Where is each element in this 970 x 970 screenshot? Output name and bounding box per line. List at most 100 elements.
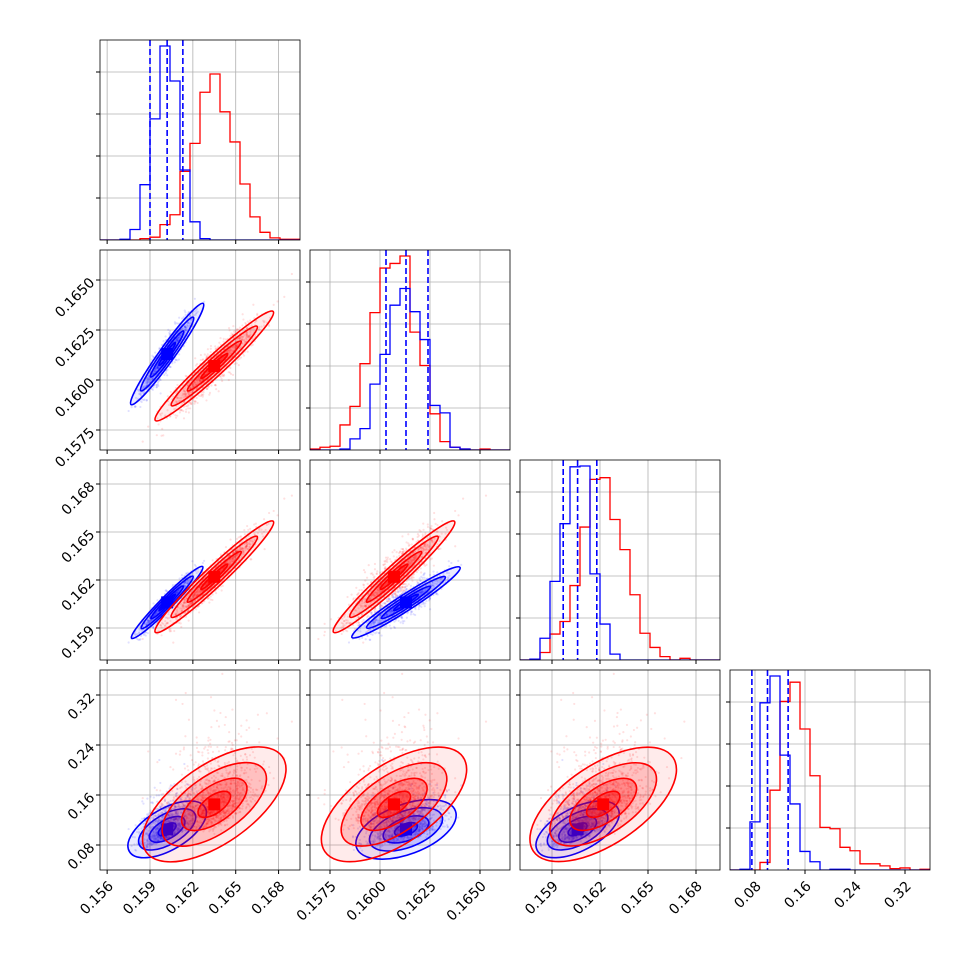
scatter-point: [137, 638, 140, 641]
scatter-point: [174, 358, 178, 361]
scatter-point: [246, 542, 249, 545]
scatter-point: [247, 543, 250, 546]
scatter-point: [206, 387, 209, 391]
scatter-point: [165, 622, 168, 625]
scatter-point: [181, 605, 184, 608]
scatter-point: [243, 339, 246, 342]
scatter-point: [146, 379, 149, 382]
scatter-point: [260, 528, 263, 531]
scatter-point: [156, 366, 159, 369]
scatter-point: [222, 375, 225, 378]
scatter-point: [156, 417, 159, 420]
scatter-point: [373, 575, 376, 578]
scatter-point: [350, 593, 353, 596]
scatter-point: [245, 544, 249, 547]
scatter-point: [172, 641, 175, 644]
scatter-point: [146, 382, 149, 385]
scatter-point: [249, 319, 252, 322]
scatter-point: [199, 379, 202, 382]
scatter-point: [194, 383, 197, 386]
scatter-point: [147, 619, 150, 622]
scatter-point: [158, 378, 162, 381]
scatter-point: [146, 381, 149, 384]
panel-content: [100, 460, 300, 660]
scatter-point: [346, 595, 349, 599]
scatter-point: [228, 558, 231, 562]
scatter-point: [172, 395, 175, 398]
scatter-point: [181, 327, 184, 330]
scatter-point: [238, 337, 241, 340]
scatter-point: [181, 604, 184, 607]
scatter-point: [148, 621, 151, 624]
scatter-point: [228, 351, 231, 354]
scatter-point: [240, 548, 243, 551]
scatter-point: [160, 621, 164, 624]
scatter-point: [196, 590, 199, 593]
scatter-point: [193, 593, 196, 597]
scatter-point: [185, 597, 188, 600]
scatter-point: [175, 591, 179, 594]
scatter-point: [197, 591, 200, 594]
scatter-point: [227, 351, 231, 354]
scatter-point: [184, 374, 187, 377]
scatter-point: [236, 554, 239, 557]
scatter-point: [244, 321, 247, 325]
scatter-point: [157, 423, 160, 426]
scatter-point: [171, 583, 175, 587]
scatter-point: [241, 329, 244, 333]
panel-frame: [99, 459, 301, 661]
scatter-point: [237, 552, 240, 556]
scatter-point: [150, 387, 153, 391]
scatter-point: [183, 601, 186, 604]
scatter-point: [169, 630, 173, 633]
scatter-point: [188, 392, 192, 395]
scatter-point: [263, 548, 266, 551]
scatter-point: [245, 545, 248, 548]
scatter-point: [185, 405, 188, 408]
scatter-point: [166, 622, 169, 625]
scatter-point: [222, 340, 225, 343]
scatter-point: [229, 561, 232, 564]
scatter-point: [192, 384, 195, 387]
scatter-point: [184, 393, 188, 396]
scatter-point: [232, 345, 236, 348]
scatter-point: [184, 611, 187, 614]
scatter-point: [258, 328, 261, 331]
scatter-point: [175, 337, 178, 340]
scatter-point: [227, 560, 230, 563]
scatter-point: [239, 546, 242, 549]
scatter-point: [188, 322, 191, 325]
scatter-point: [484, 494, 488, 497]
scatter-point: [203, 353, 206, 356]
scatter-point: [182, 603, 185, 606]
scatter-point: [167, 328, 170, 332]
scatter-point: [195, 387, 198, 390]
scatter-point: [182, 582, 185, 585]
scatter-point: [228, 354, 231, 357]
scatter-point: [192, 594, 195, 597]
scatter-point: [205, 355, 209, 359]
scatter-point: [187, 311, 190, 314]
scatter-point: [199, 590, 202, 593]
scatter-point: [229, 348, 232, 351]
scatter-point: [169, 619, 172, 623]
scatter-point: [228, 558, 232, 561]
scatter-point: [426, 525, 430, 529]
scatter-point: [228, 329, 231, 332]
scatter-point: [246, 547, 249, 551]
scatter-point: [184, 582, 187, 585]
scatter-point: [197, 377, 200, 380]
scatter-point: [238, 342, 241, 345]
scatter-point: [246, 524, 249, 528]
density-peak: [208, 570, 221, 583]
scatter-point: [194, 593, 197, 596]
scatter-point: [194, 313, 197, 317]
scatter-point: [168, 403, 171, 407]
scatter-point: [195, 307, 198, 311]
scatter-point: [222, 373, 225, 376]
scatter-point: [142, 385, 145, 389]
scatter-point: [159, 623, 162, 627]
scatter-point: [242, 338, 245, 342]
scatter-point: [192, 314, 196, 317]
